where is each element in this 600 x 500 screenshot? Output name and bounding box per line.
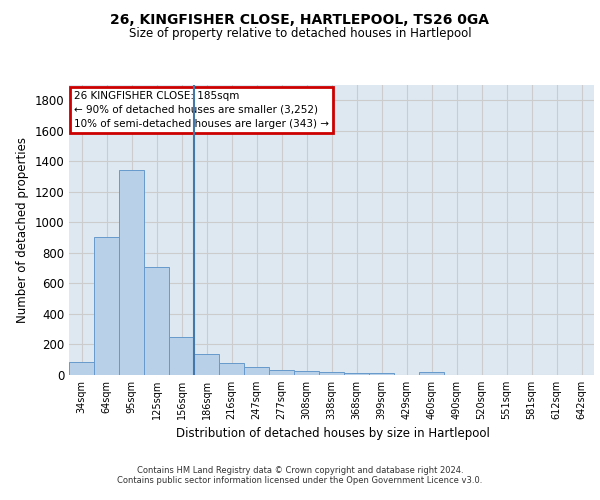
Bar [344,372,369,375]
Bar [269,370,294,375]
Text: Distribution of detached houses by size in Hartlepool: Distribution of detached houses by size … [176,428,490,440]
Text: Size of property relative to detached houses in Hartlepool: Size of property relative to detached ho… [128,28,472,40]
Bar [194,354,219,375]
Bar [369,374,394,375]
Bar [219,363,244,375]
Bar [119,170,144,375]
Bar [94,237,119,375]
Y-axis label: Number of detached properties: Number of detached properties [16,137,29,323]
Bar [319,372,344,375]
Text: 26 KINGFISHER CLOSE: 185sqm
← 90% of detached houses are smaller (3,252)
10% of : 26 KINGFISHER CLOSE: 185sqm ← 90% of det… [74,91,329,129]
Text: 26, KINGFISHER CLOSE, HARTLEPOOL, TS26 0GA: 26, KINGFISHER CLOSE, HARTLEPOOL, TS26 0… [110,12,490,26]
Bar [244,366,269,375]
Text: Contains HM Land Registry data © Crown copyright and database right 2024.
Contai: Contains HM Land Registry data © Crown c… [118,466,482,485]
Bar [144,266,169,375]
Bar [169,338,194,375]
Bar [294,371,319,375]
Bar [69,362,94,375]
Bar [419,372,444,375]
